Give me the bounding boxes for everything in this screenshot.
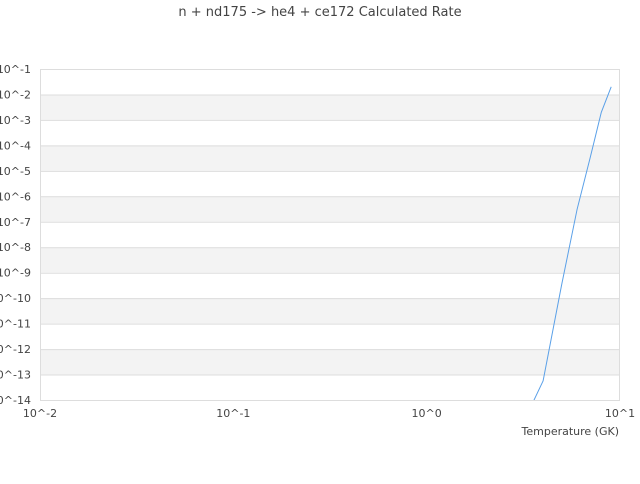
y-tick-label: 10^-4	[0, 139, 31, 152]
y-tick-label: 10^-11	[0, 318, 31, 331]
plot-band	[40, 145, 620, 171]
plot-band	[40, 247, 620, 273]
plot-band	[40, 298, 620, 324]
x-tick-label: 10^-1	[216, 407, 250, 420]
plot-frame	[40, 69, 620, 401]
y-tick-label: 10^-8	[0, 241, 31, 254]
y-tick-label: 10^-9	[0, 267, 31, 280]
y-tick-labels: 10^-1 10^-2 10^-3 10^-4 10^-5 10^-6 10^-7 10^-8…	[0, 63, 31, 407]
y-tick-label: 10^-7	[0, 216, 31, 229]
x-axis-label: Temperature (GK)	[521, 425, 620, 438]
x-tick-labels: 10^-2 10^-1 10^0 10^1	[23, 407, 635, 420]
y-tick-label: 10^-1	[0, 63, 31, 76]
y-tick-label: 10^-14	[0, 394, 31, 407]
x-tick-label: 10^0	[412, 407, 442, 420]
plot-band	[40, 349, 620, 375]
x-tick-label: 10^1	[605, 407, 635, 420]
y-tick-label: 10^-3	[0, 114, 31, 127]
y-tick-label: 10^-12	[0, 343, 31, 356]
y-tick-label: 10^-13	[0, 369, 31, 382]
plot-band	[40, 94, 620, 120]
y-tick-label: 10^-2	[0, 88, 31, 101]
y-tick-label: 10^-10	[0, 292, 31, 305]
series-line	[533, 86, 612, 400]
y-tick-label: 10^-5	[0, 165, 31, 178]
chart-title: n + nd175 -> he4 + ce172 Calculated Rate	[178, 5, 461, 20]
plot-band	[40, 196, 620, 222]
y-tick-label: 10^-6	[0, 190, 31, 203]
plot-bands	[40, 94, 620, 375]
x-tick-label: 10^-2	[23, 407, 57, 420]
